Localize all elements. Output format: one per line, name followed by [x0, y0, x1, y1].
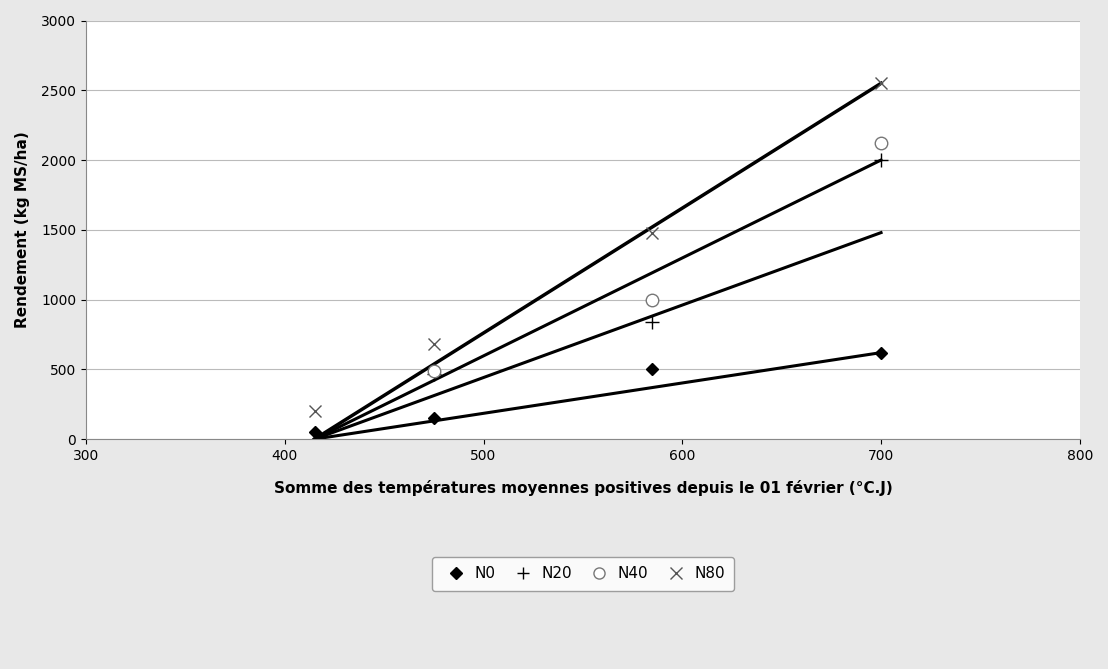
X-axis label: Somme des températures moyennes positives depuis le 01 février (°C.J): Somme des températures moyennes positive…: [274, 480, 892, 496]
Legend: N0, N20, N40, N80: N0, N20, N40, N80: [432, 557, 733, 591]
Y-axis label: Rendement (kg MS/ha): Rendement (kg MS/ha): [16, 131, 30, 328]
